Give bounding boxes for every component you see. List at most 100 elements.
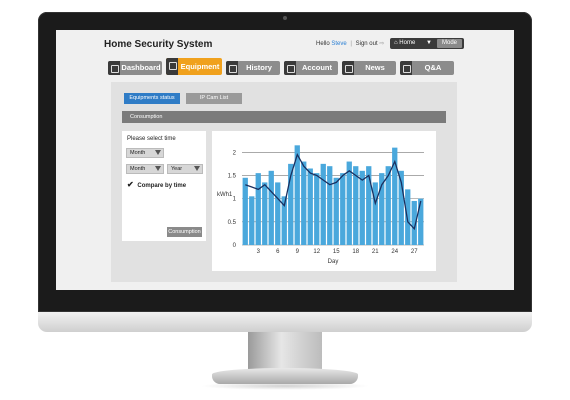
equipments-status-button[interactable]: Equipments status bbox=[124, 93, 180, 104]
tab-history[interactable]: History bbox=[226, 61, 280, 75]
y-tick-label: 1.5 bbox=[228, 173, 237, 179]
bar bbox=[353, 166, 359, 245]
webcam-icon bbox=[283, 16, 287, 20]
bar bbox=[372, 182, 378, 245]
lock-icon bbox=[284, 61, 296, 75]
bar bbox=[268, 170, 274, 245]
filter-icon bbox=[155, 166, 161, 171]
bar bbox=[340, 173, 346, 245]
tab-news[interactable]: News bbox=[342, 61, 396, 75]
bar bbox=[385, 166, 391, 245]
ip-cam-list-button[interactable]: IP Cam List bbox=[186, 93, 242, 104]
select-value: Month bbox=[130, 166, 146, 172]
tab-account[interactable]: Account bbox=[284, 61, 338, 75]
home-icon: ⌂ bbox=[394, 40, 398, 46]
series-line bbox=[245, 152, 422, 231]
home-label: Home bbox=[399, 40, 416, 46]
consumption-chart: 0 0.5 1 1.5 2 3 6 9 12 15 18 21 24 27 Day kWh1 bbox=[212, 131, 436, 271]
y-tick-label: 1 bbox=[233, 197, 237, 203]
compare-checkbox[interactable]: ✔ Compare by time bbox=[127, 180, 186, 189]
sign-out-link[interactable]: Sign out bbox=[355, 41, 378, 47]
bar bbox=[281, 196, 287, 245]
year-select[interactable]: Year bbox=[167, 164, 203, 174]
bar bbox=[314, 173, 320, 245]
bar bbox=[288, 163, 294, 245]
section-header: Consumption bbox=[122, 111, 446, 123]
hello-label: Hello bbox=[316, 41, 330, 47]
month-select[interactable]: Month bbox=[126, 164, 164, 174]
tab-equipment[interactable]: Equipment bbox=[166, 58, 222, 75]
x-tick-label: 6 bbox=[276, 249, 280, 255]
x-tick-label: 3 bbox=[257, 249, 261, 255]
bar bbox=[242, 177, 248, 245]
tab-label: Account bbox=[302, 63, 332, 72]
period-select[interactable]: Month bbox=[126, 148, 164, 158]
bar bbox=[392, 147, 398, 245]
bar bbox=[411, 200, 417, 245]
filter-prompt: Please select time bbox=[127, 136, 176, 142]
x-tick-label: 24 bbox=[391, 249, 398, 255]
monitor-chin bbox=[38, 312, 532, 332]
bar bbox=[405, 189, 411, 245]
time-filter-panel: Please select time Month Month Year ✔ Co… bbox=[122, 131, 206, 241]
tab-dashboard[interactable]: Dashboard bbox=[108, 61, 162, 75]
bar bbox=[320, 163, 326, 245]
x-tick-label: 27 bbox=[411, 249, 418, 255]
tab-label: Dashboard bbox=[121, 63, 161, 72]
monitor-stand-base bbox=[212, 368, 358, 384]
bar bbox=[255, 173, 261, 245]
select-value: Year bbox=[171, 166, 183, 172]
tab-label: Q&A bbox=[424, 63, 442, 72]
y-tick-label: 0.5 bbox=[228, 220, 237, 226]
mode-button[interactable]: Mode bbox=[436, 39, 462, 48]
home-mode-control[interactable]: ⌂ Home ▼ Mode bbox=[390, 38, 464, 49]
bar bbox=[249, 196, 255, 245]
check-icon: ✔ bbox=[127, 180, 134, 189]
y-tick-label: 2 bbox=[233, 150, 237, 156]
user-name[interactable]: Steve bbox=[331, 41, 347, 47]
user-area: Hello Steve | Sign out ⇨ bbox=[316, 40, 384, 47]
bar bbox=[301, 161, 307, 245]
news-icon bbox=[342, 61, 354, 75]
bar bbox=[275, 182, 281, 245]
calendar-icon bbox=[226, 61, 238, 75]
bar bbox=[359, 170, 365, 245]
y-axis-label: kWh1 bbox=[217, 192, 233, 198]
bar bbox=[294, 145, 300, 245]
bar bbox=[327, 166, 333, 245]
app-title: Home Security System bbox=[104, 39, 213, 50]
bar bbox=[262, 182, 268, 245]
tab-label: History bbox=[246, 63, 272, 72]
filter-icon bbox=[155, 150, 161, 155]
tab-label: News bbox=[365, 63, 385, 72]
tab-label: Equipment bbox=[180, 62, 220, 71]
y-tick-label: 0 bbox=[233, 243, 237, 249]
monitor-stand-neck bbox=[248, 332, 322, 372]
bar bbox=[398, 170, 404, 245]
x-tick-label: 18 bbox=[352, 249, 359, 255]
bar bbox=[418, 198, 424, 245]
select-value: Month bbox=[130, 150, 146, 156]
chevron-down-icon[interactable]: ▼ bbox=[426, 40, 432, 46]
app-screen: Home Security System Hello Steve | Sign … bbox=[56, 30, 514, 290]
bar bbox=[307, 168, 313, 245]
divider: | bbox=[350, 41, 352, 47]
compare-label: Compare by time bbox=[137, 183, 187, 189]
x-tick-label: 15 bbox=[333, 249, 340, 255]
question-icon bbox=[400, 61, 412, 75]
filter-icon bbox=[194, 166, 200, 171]
x-tick-label: 21 bbox=[372, 249, 379, 255]
x-axis-label: Day bbox=[328, 259, 339, 265]
bar bbox=[346, 161, 352, 245]
sign-out-icon: ⇨ bbox=[379, 41, 385, 47]
stand-shadow bbox=[200, 382, 370, 390]
bar bbox=[366, 166, 372, 245]
tab-qa[interactable]: Q&A bbox=[400, 61, 454, 75]
chart-svg: 0 0.5 1 1.5 2 3 6 9 12 15 18 21 24 27 Day kWh1 bbox=[217, 145, 424, 265]
user-icon bbox=[108, 61, 120, 75]
x-tick-label: 9 bbox=[296, 249, 300, 255]
x-tick-label: 12 bbox=[313, 249, 320, 255]
bar bbox=[379, 173, 385, 245]
wrench-icon bbox=[166, 58, 178, 75]
consumption-button[interactable]: Consumption bbox=[167, 227, 202, 237]
